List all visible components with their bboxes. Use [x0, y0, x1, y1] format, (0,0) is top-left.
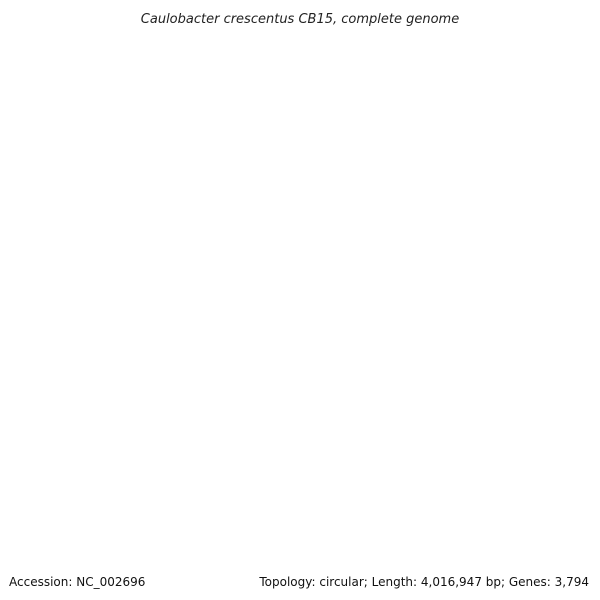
genome-summary-text: Topology: circular; Length: 4,016,947 bp…	[258, 575, 589, 589]
accession-text: Accession: NC_002696	[9, 575, 145, 589]
map-title: Caulobacter crescentus CB15, complete ge…	[141, 12, 459, 27]
